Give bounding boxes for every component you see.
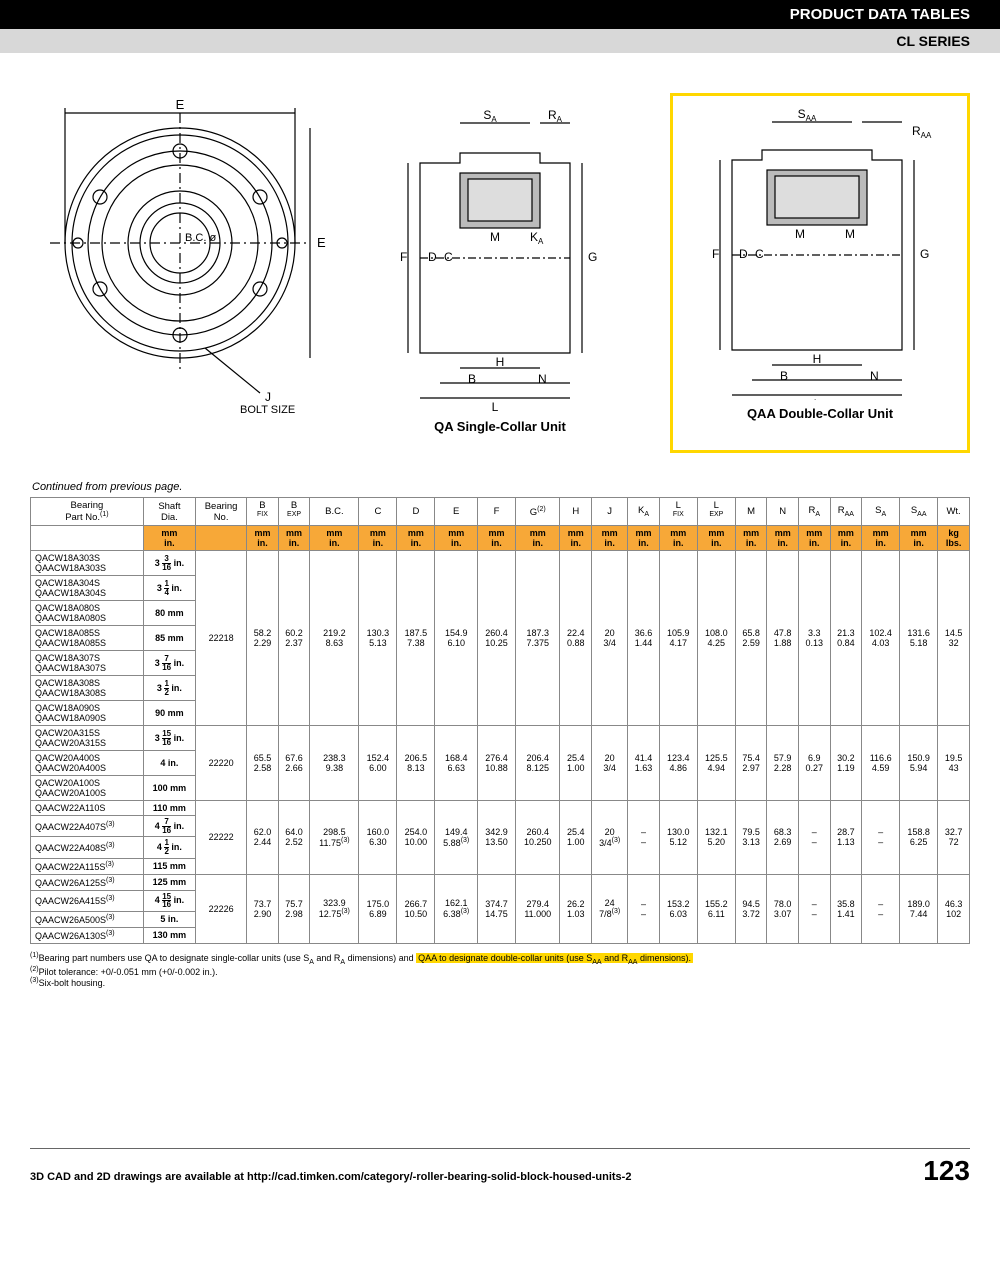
svg-text:J: J	[265, 390, 271, 404]
svg-text:E: E	[317, 235, 326, 250]
th-bexp: BEXP	[278, 498, 310, 526]
th-d: D	[397, 498, 435, 526]
svg-text:RA: RA	[548, 108, 563, 124]
diagram-front: E E B.C. ø J BOLT SIZE	[30, 93, 330, 453]
svg-text:H: H	[813, 352, 822, 366]
svg-text:F: F	[712, 247, 719, 261]
header-row-units: mmin. mmin.mmin.mmin.mmin.mmin.mmin.mmin…	[31, 526, 970, 551]
th-raa: RAA	[830, 498, 862, 526]
svg-text:L: L	[814, 397, 821, 400]
fn2: (2)Pilot tolerance: +0/-0.051 mm (+0/-0.…	[30, 966, 970, 977]
table-row: QACW20A315SQAACW20A315S3 1516 in.2222065…	[31, 726, 970, 751]
footer: 3D CAD and 2D drawings are available at …	[30, 1148, 970, 1187]
th-part: BearingPart No.(1)	[31, 498, 144, 526]
svg-text:B: B	[468, 372, 476, 386]
th-c: C	[359, 498, 397, 526]
svg-text:D: D	[739, 247, 748, 261]
th-h: H	[560, 498, 592, 526]
svg-text:M: M	[490, 230, 500, 244]
table-row: QAACW22A110S110 mm2222262.02.4464.02.522…	[31, 801, 970, 816]
svg-text:M: M	[845, 227, 855, 241]
th-m: M	[735, 498, 767, 526]
page-number: 123	[923, 1155, 970, 1187]
svg-text:G: G	[920, 247, 929, 261]
qa-caption: QA Single-Collar Unit	[360, 419, 640, 434]
continued-note: Continued from previous page.	[32, 481, 970, 493]
th-bfix: BFIX	[247, 498, 279, 526]
header-row-1: BearingPart No.(1) ShaftDia. BearingNo. …	[31, 498, 970, 526]
svg-text:KA: KA	[530, 230, 544, 246]
header-series: CL SERIES	[0, 29, 1000, 53]
th-saa: SAA	[900, 498, 938, 526]
th-sa: SA	[862, 498, 900, 526]
svg-text:C: C	[755, 247, 764, 261]
header-black: PRODUCT DATA TABLES	[0, 0, 1000, 29]
table-body: QACW18A303SQAACW18A303S3 316 in.2221858.…	[31, 551, 970, 944]
svg-text:B.C. ø: B.C. ø	[185, 232, 216, 244]
fn3: (3)Six-bolt housing.	[30, 977, 970, 988]
th-lfix: LFIX	[659, 498, 697, 526]
data-table: BearingPart No.(1) ShaftDia. BearingNo. …	[30, 497, 970, 944]
qaa-caption: QAA Double-Collar Unit	[677, 406, 963, 421]
th-brgno: BearingNo.	[196, 498, 247, 526]
footnotes: (1)Bearing part numbers use QA to design…	[30, 952, 970, 988]
svg-text:E: E	[176, 97, 185, 112]
svg-text:G: G	[588, 250, 597, 264]
th-bc: B.C.	[310, 498, 359, 526]
svg-text:C: C	[444, 250, 453, 264]
table-row: QACW18A303SQAACW18A303S3 316 in.2221858.…	[31, 551, 970, 576]
svg-text:RAA: RAA	[912, 124, 932, 140]
th-n: N	[767, 498, 799, 526]
th-g: G(2)	[516, 498, 560, 526]
svg-text:H: H	[496, 355, 505, 369]
th-e: E	[435, 498, 478, 526]
svg-text:L: L	[492, 400, 499, 413]
svg-text:BOLT SIZE: BOLT SIZE	[240, 404, 295, 413]
th-lexp: LEXP	[697, 498, 735, 526]
th-shaft: ShaftDia.	[143, 498, 195, 526]
svg-text:B: B	[780, 369, 788, 383]
svg-text:D: D	[428, 250, 437, 264]
svg-text:M: M	[795, 227, 805, 241]
svg-text:N: N	[870, 369, 879, 383]
diagram-qa: SA RA F D C G M KA H B N L QA Single-Col…	[360, 93, 640, 453]
table-row: QAACW26A125S(3)125 mm2222673.72.9075.72.…	[31, 874, 970, 890]
th-wt: Wt.	[938, 498, 970, 526]
th-j: J	[592, 498, 628, 526]
svg-text:N: N	[538, 372, 547, 386]
svg-text:SA: SA	[483, 108, 497, 124]
th-f: F	[478, 498, 516, 526]
footer-text: 3D CAD and 2D drawings are available at …	[30, 1171, 631, 1183]
diagram-qaa: SAA RAA F D C G M M H B N L QAA Double-C…	[670, 93, 970, 453]
svg-text:SAA: SAA	[798, 107, 817, 123]
fn1: (1)Bearing part numbers use QA to design…	[30, 952, 970, 966]
svg-text:F: F	[400, 250, 407, 264]
th-ra: RA	[798, 498, 830, 526]
diagrams-row: E E B.C. ø J BOLT SIZE	[30, 93, 970, 453]
th-ka: KA	[628, 498, 660, 526]
